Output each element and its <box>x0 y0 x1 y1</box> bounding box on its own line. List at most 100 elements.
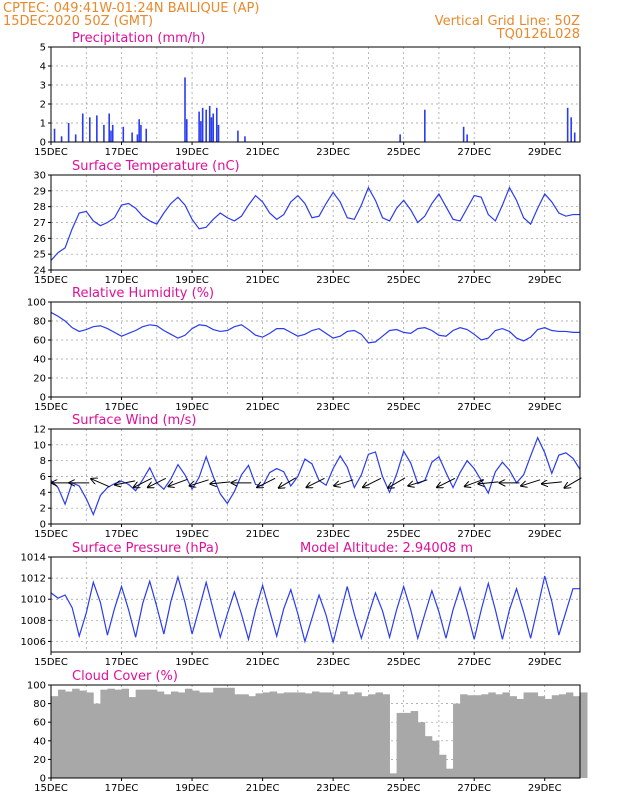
precip-bar <box>111 124 114 142</box>
cloud-bar <box>86 692 94 778</box>
y-tick-label: 0 <box>40 774 46 785</box>
y-tick-label: 100 <box>27 298 46 309</box>
cloud-bar <box>177 692 186 778</box>
x-tick-label: 19DEC <box>175 275 209 286</box>
x-tick-label: 21DEC <box>246 147 280 158</box>
x-tick-label: 17DEC <box>105 275 139 286</box>
panel-title: Surface Pressure (hPa) <box>72 541 219 556</box>
precip-bar <box>566 107 569 142</box>
precip-bar <box>67 123 70 142</box>
cloud-bar <box>128 697 137 778</box>
cloud-bar <box>445 768 454 778</box>
panel-title: Surface Temperature (nC) <box>72 159 240 174</box>
y-tick-label: 1008 <box>21 616 46 627</box>
y-tick-label: 4 <box>40 488 46 499</box>
x-tick-label: 29DEC <box>528 147 562 158</box>
cloud-bar <box>93 703 101 778</box>
y-tick-label: 40 <box>33 736 46 747</box>
cloud-bar <box>516 698 524 778</box>
panel-3: 0 2 4 6 8 10 12 15DEC 17DEC 19DEC 21DEC 23DEC 25DEC 2… <box>33 413 582 540</box>
cloud-bar <box>290 692 299 778</box>
cloud-bar <box>304 693 313 778</box>
x-tick-label: 19DEC <box>175 783 209 794</box>
x-tick-label: 25DEC <box>387 657 421 668</box>
precip-bar <box>462 126 465 142</box>
x-tick-label: 19DEC <box>175 657 209 668</box>
series-line-4 <box>50 574 580 644</box>
precip-bar <box>200 121 202 142</box>
x-tick-label: 15DEC <box>34 275 68 286</box>
cloud-bar <box>220 687 228 778</box>
cloud-bar <box>276 693 285 778</box>
x-tick-label: 21DEC <box>246 529 280 540</box>
cloud-bar <box>185 688 193 778</box>
precip-bar <box>53 128 56 142</box>
y-tick-label: 1 <box>40 119 46 130</box>
panel-5: 0 20 40 60 80 100 15DEC 17DEC 19DEC 21DEC 23DEC 25D… <box>27 669 588 794</box>
cloud-bar <box>297 692 306 778</box>
y-tick-label: 0 <box>40 138 46 149</box>
cloud-bar <box>572 696 581 778</box>
y-tick-label: 24 <box>33 266 46 277</box>
grid-note-header: Vertical Grid Line: 50Z <box>435 14 580 29</box>
cloud-bar <box>410 711 419 778</box>
precip-bar <box>81 113 84 142</box>
wind-vector <box>363 477 382 487</box>
cloud-bar <box>375 692 383 778</box>
precip-bar <box>103 124 105 142</box>
series-line-2 <box>50 311 580 344</box>
precip-bar <box>60 136 63 142</box>
y-tick-label: 3 <box>40 81 46 92</box>
precip-bar <box>424 109 426 142</box>
cloud-bar <box>544 698 553 778</box>
x-tick-label: 19DEC <box>175 402 209 413</box>
cloud-bar <box>396 712 405 778</box>
station-header: CPTEC: 049:41W-01:24N BAILIQUE (AP) <box>3 1 259 16</box>
wind-vector <box>91 479 110 488</box>
panel-title: Surface Wind (m/s) <box>72 413 196 428</box>
cloud-bar <box>114 689 122 778</box>
y-tick-label: 29 <box>33 186 46 197</box>
precip-bar <box>573 132 576 142</box>
x-tick-label: 27DEC <box>457 529 491 540</box>
precip-bar <box>244 136 246 142</box>
y-tick-label: 80 <box>33 699 46 710</box>
cloud-bar <box>58 689 66 778</box>
cloud-bar <box>79 690 87 778</box>
x-tick-label: 15DEC <box>34 147 68 158</box>
cloud-bar <box>192 690 200 778</box>
cloud-bar <box>199 692 207 778</box>
x-tick-label: 21DEC <box>246 657 280 668</box>
cloud-bar <box>474 695 482 778</box>
x-tick-label: 23DEC <box>316 147 350 158</box>
cloud-bar <box>100 689 108 778</box>
x-tick-label: 17DEC <box>105 657 139 668</box>
precip-bar <box>208 105 211 142</box>
cloud-bar <box>262 692 271 778</box>
y-tick-label: 1014 <box>21 553 46 564</box>
wind-vector <box>564 477 582 488</box>
wind-vector <box>148 477 167 487</box>
cloud-bar <box>319 692 327 778</box>
cloud-bar <box>354 692 362 778</box>
precip-bar <box>185 119 188 142</box>
x-tick-label: 19DEC <box>175 147 209 158</box>
x-tick-label: 17DEC <box>105 147 139 158</box>
panel-frame <box>50 46 581 143</box>
wind-vector <box>437 477 456 487</box>
wind-vector <box>307 477 325 487</box>
y-tick-label: 27 <box>33 218 46 229</box>
precip-bar <box>122 126 125 142</box>
y-tick-label: 20 <box>33 374 46 385</box>
precip-bar <box>570 117 572 142</box>
cloud-bar <box>149 689 158 778</box>
precip-bar <box>210 117 213 142</box>
cloud-bar <box>234 694 242 778</box>
y-tick-label: 8 <box>40 456 46 467</box>
precip-bar <box>131 132 133 142</box>
precip-bar <box>201 107 204 142</box>
y-tick-label: 26 <box>33 234 46 245</box>
cloud-bar <box>431 740 440 778</box>
cloud-bar <box>156 691 165 778</box>
